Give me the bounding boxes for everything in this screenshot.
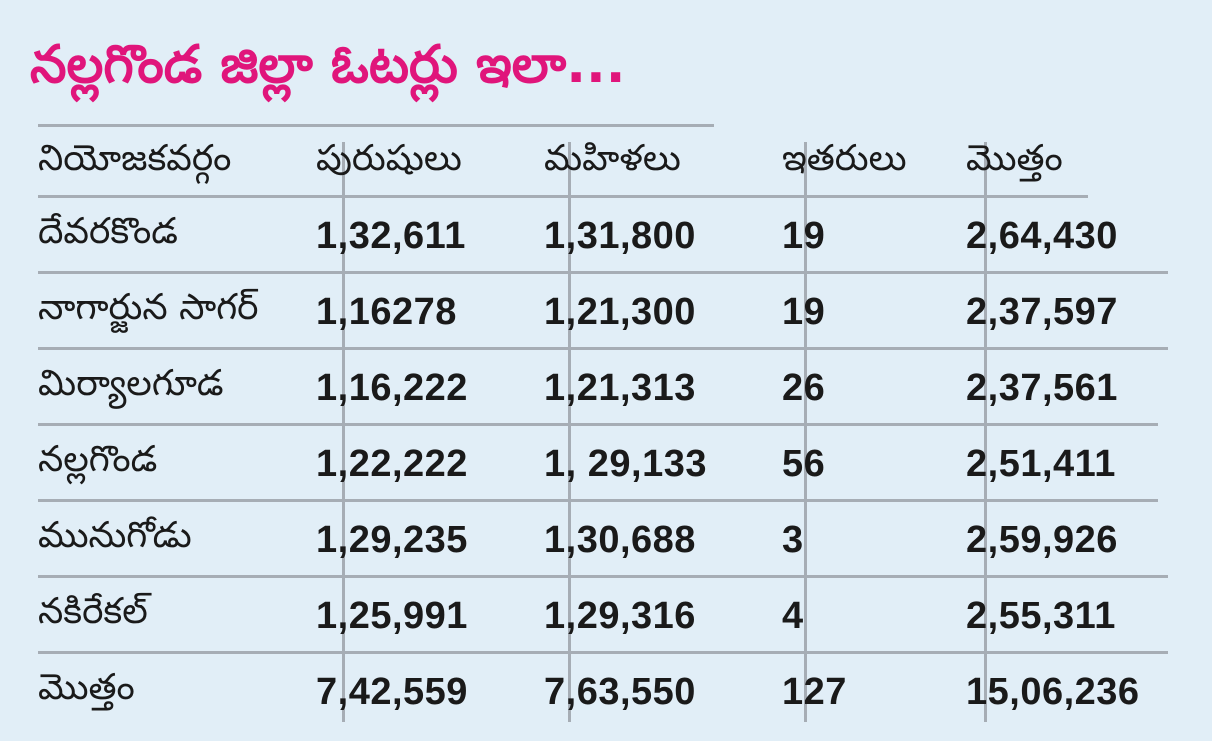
- row-divider: [38, 271, 1168, 274]
- table-total-row: మొత్తం 7,42,559 7,63,550 127 15,06,236: [38, 654, 1208, 730]
- cell-others: 127: [782, 670, 847, 713]
- cell-total: 2,59,926: [966, 518, 1118, 561]
- table-header-row: నియోజకవర్గం పురుషులు మహిళలు ఇతరులు మొత్త…: [38, 128, 1208, 198]
- cell-women: 7,63,550: [544, 670, 696, 713]
- cell-total: 2,55,311: [966, 594, 1116, 637]
- table-row: మునుగోడు 1,29,235 1,30,688 3 2,59,926: [38, 502, 1208, 578]
- cell-constituency: మొత్తం: [38, 667, 135, 708]
- cell-men: 1,29,235: [316, 518, 468, 561]
- cell-men: 7,42,559: [316, 670, 468, 713]
- cell-women: 1,29,316: [544, 594, 696, 637]
- row-divider: [38, 195, 1088, 198]
- cell-women: 1,21,313: [544, 366, 696, 409]
- cell-others: 19: [782, 290, 826, 333]
- row-divider: [38, 575, 1168, 578]
- row-divider: [38, 651, 1168, 654]
- cell-men: 1,32,611: [316, 214, 466, 257]
- header-women: మహిళలు: [544, 138, 681, 179]
- cell-constituency: మునుగోడు: [38, 515, 192, 556]
- cell-total: 2,51,411: [966, 442, 1116, 485]
- cell-men: 1,22,222: [316, 442, 468, 485]
- cell-total: 2,64,430: [966, 214, 1118, 257]
- cell-others: 3: [782, 518, 804, 561]
- table-row: మిర్యాలగూడ 1,16,222 1,21,313 26 2,37,561: [38, 350, 1208, 426]
- column-divider: [568, 142, 571, 722]
- cell-women: 1,30,688: [544, 518, 696, 561]
- cell-women: 1,21,300: [544, 290, 696, 333]
- title-divider: [38, 124, 714, 127]
- cell-constituency: నకిరేకల్: [38, 591, 148, 632]
- header-men: పురుషులు: [316, 138, 462, 179]
- cell-constituency: దేవరకొండ: [38, 211, 178, 252]
- cell-others: 56: [782, 442, 826, 485]
- cell-women: 1,31,800: [544, 214, 696, 257]
- cell-constituency: నల్లగొండ: [38, 439, 158, 480]
- cell-men: 1,25,991: [316, 594, 468, 637]
- column-divider: [984, 142, 987, 722]
- cell-others: 26: [782, 366, 826, 409]
- cell-total: 2,37,561: [966, 366, 1118, 409]
- cell-women: 1, 29,133: [544, 442, 707, 485]
- header-others: ఇతరులు: [782, 138, 907, 179]
- cell-men: 1,16,222: [316, 366, 468, 409]
- cell-constituency: మిర్యాలగూడ: [38, 363, 224, 404]
- table-row: నకిరేకల్ 1,25,991 1,29,316 4 2,55,311: [38, 578, 1208, 654]
- row-divider: [38, 499, 1158, 502]
- cell-constituency: నాగార్జున సాగర్: [38, 287, 259, 328]
- cell-others: 4: [782, 594, 804, 637]
- header-constituency: నియోజకవర్గం: [38, 138, 232, 179]
- column-divider: [804, 142, 807, 722]
- cell-total: 2,37,597: [966, 290, 1118, 333]
- table-row: నల్లగొండ 1,22,222 1, 29,133 56 2,51,411: [38, 426, 1208, 502]
- column-divider: [342, 142, 345, 722]
- voter-table: నియోజకవర్గం పురుషులు మహిళలు ఇతరులు మొత్త…: [38, 128, 1208, 730]
- cell-others: 19: [782, 214, 826, 257]
- cell-total: 15,06,236: [966, 670, 1140, 713]
- cell-men: 1,16278: [316, 290, 457, 333]
- header-total: మొత్తం: [966, 138, 1063, 179]
- row-divider: [38, 347, 1168, 350]
- row-divider: [38, 423, 1158, 426]
- table-row: దేవరకొండ 1,32,611 1,31,800 19 2,64,430: [38, 198, 1208, 274]
- page-title: నల్లగొండ జిల్లా ఓటర్లు ఇలా...: [30, 35, 626, 95]
- table-row: నాగార్జున సాగర్ 1,16278 1,21,300 19 2,37…: [38, 274, 1208, 350]
